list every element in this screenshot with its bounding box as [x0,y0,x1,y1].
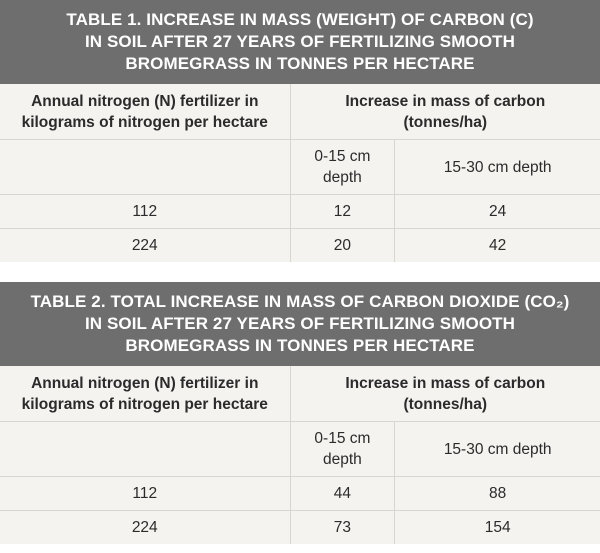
header-text: depth [323,451,362,468]
depth-0-15-value: 73 [289,511,395,544]
carbon-increase-group-header: Increase in mass of carbon (tonnes/ha) [289,366,600,421]
fertilizer-column-header: Annual nitrogen (N) fertilizer in kilogr… [0,84,290,139]
table-2-body: Annual nitrogen (N) fertilizer in kilogr… [0,366,600,544]
header-text: (tonnes/ha) [403,113,488,131]
header-text: kilograms of nitrogen per hectare [21,395,268,413]
table-2-subheader-row: 0-15 cm depth 15-30 cm depth [0,421,600,476]
table-2-title: TABLE 2. TOTAL INCREASE IN MASS OF CARBO… [0,282,600,366]
fertilizer-value: 112 [132,485,158,502]
header-text: Increase in mass of carbon [345,92,546,110]
table-row: 112 12 24 [0,194,600,228]
header-text: kilograms of nitrogen per hectare [21,113,268,131]
depth-0-15-header: 0-15 cm depth [289,140,395,194]
table-2-title-line: BROMEGRASS IN TONNES PER HECTARE [125,336,475,355]
depth-15-30-header: 15-30 cm depth [394,140,600,194]
depth-0-15-value: 20 [289,229,395,262]
table-1-title-line: TABLE 1. INCREASE IN MASS (WEIGHT) OF CA… [66,10,534,29]
table-2-header-row: Annual nitrogen (N) fertilizer in kilogr… [0,366,600,421]
table-1-body: Annual nitrogen (N) fertilizer in kilogr… [0,84,600,262]
depth-15-30-value: 42 [394,229,600,262]
header-text: Annual nitrogen (N) fertilizer in [31,92,259,110]
table-1-subheader-row: 0-15 cm depth 15-30 cm depth [0,139,600,194]
table-1: TABLE 1. INCREASE IN MASS (WEIGHT) OF CA… [0,0,600,262]
table-1-title: TABLE 1. INCREASE IN MASS (WEIGHT) OF CA… [0,0,600,84]
empty-cell [0,422,290,476]
table-2-title-line: TABLE 2. TOTAL INCREASE IN MASS OF CARBO… [30,292,570,311]
table-2: TABLE 2. TOTAL INCREASE IN MASS OF CARBO… [0,282,600,544]
depth-15-30-value: 154 [394,511,600,544]
table-1-title-line: IN SOIL AFTER 27 YEARS OF FERTILIZING SM… [84,32,516,51]
table-row: 224 20 42 [0,228,600,262]
depth-15-30-value: 88 [394,477,600,510]
header-text: 0-15 cm [314,430,371,447]
header-text: 0-15 cm [314,148,371,165]
table-row: 112 44 88 [0,476,600,510]
table-1-header-row: Annual nitrogen (N) fertilizer in kilogr… [0,84,600,139]
depth-0-15-value: 44 [289,477,395,510]
table-row: 224 73 154 [0,510,600,544]
fertilizer-value: 224 [131,519,158,536]
header-text: Increase in mass of carbon [345,374,546,392]
fertilizer-value: 112 [132,203,158,220]
depth-0-15-value: 12 [289,195,395,228]
header-text: depth [323,169,362,186]
empty-cell [0,140,290,194]
carbon-increase-group-header: Increase in mass of carbon (tonnes/ha) [289,84,600,139]
header-text: Annual nitrogen (N) fertilizer in [31,374,259,392]
table-1-title-line: BROMEGRASS IN TONNES PER HECTARE [125,54,475,73]
fertilizer-value: 224 [131,237,158,254]
depth-15-30-header: 15-30 cm depth [394,422,600,476]
table-2-title-line: IN SOIL AFTER 27 YEARS OF FERTILIZING SM… [84,314,516,333]
depth-0-15-header: 0-15 cm depth [289,422,395,476]
header-text: (tonnes/ha) [403,395,488,413]
depth-15-30-value: 24 [394,195,600,228]
fertilizer-column-header: Annual nitrogen (N) fertilizer in kilogr… [0,366,290,421]
